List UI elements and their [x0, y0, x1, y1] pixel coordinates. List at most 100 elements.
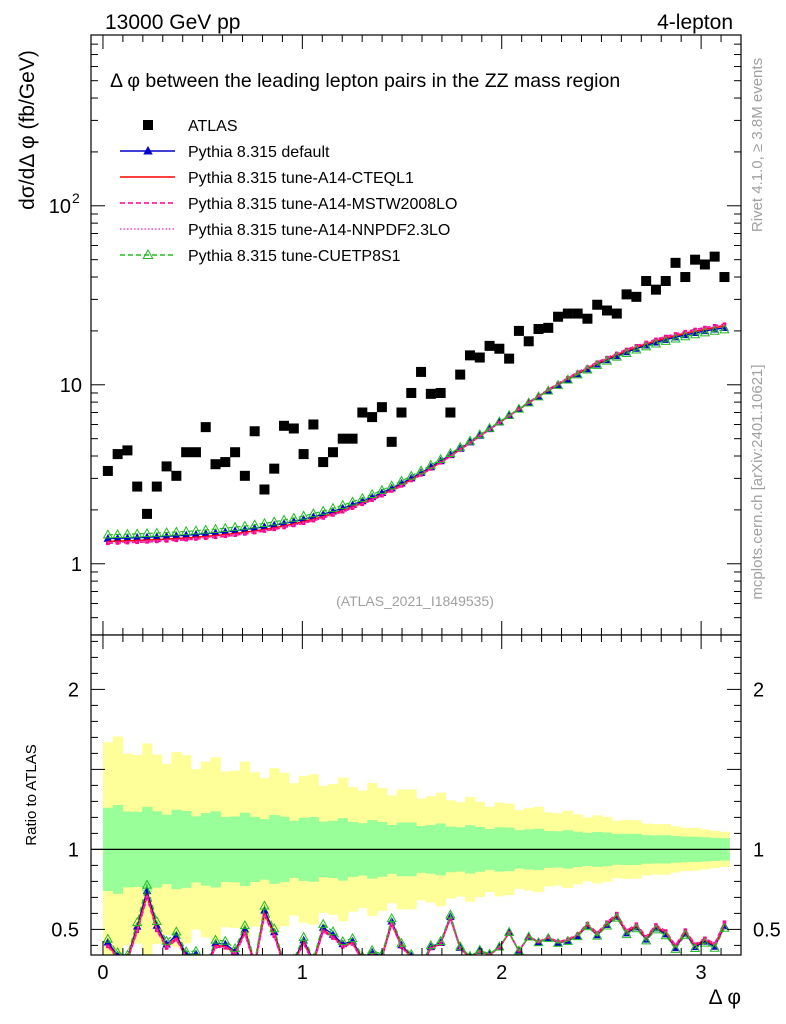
legend-label-nnpdf: Pythia 8.315 tune-A14-NNPDF2.3LO	[188, 222, 450, 239]
ratio-point-cuetp	[171, 926, 182, 936]
ratio-point-mstw	[164, 946, 169, 950]
mc-point-cuetp	[347, 496, 358, 506]
atlas-point	[562, 308, 573, 319]
mc-point-cuetp	[582, 364, 593, 374]
mc-point-cuetp	[641, 341, 652, 351]
ratio-point-cuetp	[709, 942, 720, 952]
mc-point-cuetp	[513, 403, 525, 413]
mc-point-cuetp	[464, 435, 476, 445]
mc-point-mstw	[605, 355, 609, 360]
mc-point-cuetp	[278, 514, 290, 524]
mc-point-mstw	[282, 525, 286, 530]
atlas-point	[190, 447, 201, 458]
atlas-point	[719, 272, 730, 283]
ratio-point-cuetp	[425, 939, 436, 950]
mc-point-cuetp	[210, 523, 221, 533]
mc-point-mstw	[154, 539, 159, 544]
legend-label-atlas: ATLAS	[188, 118, 238, 135]
atlas-point	[249, 426, 260, 437]
legend-label-mstw: Pythia 8.315 tune-A14-MSTW2008LO	[188, 196, 457, 213]
mc-point-cuetp	[611, 351, 622, 361]
mc-point-cuetp	[552, 379, 564, 389]
mc-point-cuetp	[288, 512, 299, 522]
ratio-point-mstw	[312, 961, 316, 965]
mc-point-cuetp	[366, 488, 378, 499]
ratio-point-cuetp	[298, 931, 309, 941]
ratio-point-cuetp	[485, 948, 494, 955]
ratio-point-cuetp	[533, 936, 544, 947]
atlas-point	[132, 481, 143, 492]
mc-point-mstw	[340, 509, 345, 514]
atlas-point	[425, 388, 436, 399]
ratio-point-mstw	[233, 952, 237, 955]
mc-point-mstw	[477, 434, 482, 439]
ratio-y-tick-label-right: 1	[753, 839, 764, 861]
ratio-point-default	[309, 956, 318, 964]
atlas-point	[279, 420, 290, 431]
atlas-point	[582, 313, 593, 324]
ratio-point-mstw	[419, 965, 423, 969]
ratio-y-tick-label-right: 0.5	[753, 919, 781, 941]
mc-point-cuetp	[229, 521, 241, 531]
analysis-id-label: (ATLAS_2021_I1849535)	[336, 593, 494, 609]
ratio-point-cuetp	[631, 923, 642, 933]
mc-point-mstw	[409, 478, 414, 483]
atlas-point	[308, 419, 319, 430]
ratio-point-mstw	[116, 957, 120, 961]
mc-point-mstw	[566, 375, 570, 380]
mc-point-cuetp	[455, 441, 466, 451]
ratio-point-mstw	[361, 958, 365, 962]
ratio-point-cuetp	[552, 937, 564, 947]
atlas-point	[112, 449, 123, 460]
atlas-point	[171, 470, 182, 481]
y-axis-title: dσ/dΔ φ (fb/GeV)	[16, 50, 39, 210]
ratio-point-cuetp	[582, 920, 593, 931]
legend-label-cteql1: Pythia 8.315 tune-A14-CTEQL1	[188, 170, 414, 187]
ratio-point-cuetp	[445, 909, 456, 919]
atlas-point	[474, 352, 485, 363]
ratio-point-cuetp	[190, 945, 202, 955]
x-tick-label: 0	[97, 962, 108, 984]
mc-point-cuetp	[592, 359, 603, 369]
ratio-point-default	[280, 959, 289, 967]
atlas-point	[543, 322, 554, 333]
atlas-point	[142, 508, 153, 519]
mc-point-cuetp	[298, 510, 309, 520]
ratio-point-cuetp	[670, 943, 681, 953]
mc-point-cuetp	[425, 459, 436, 469]
atlas-point	[230, 447, 241, 458]
mc-point-cuetp	[484, 422, 495, 432]
mc-point-cuetp	[650, 338, 662, 348]
mc-point-cuetp	[631, 344, 642, 354]
ratio-panel-ticks: 0 1 2 3 0.5 0.5 1 1 2 2	[51, 635, 781, 984]
atlas-point	[318, 457, 329, 468]
ratio-point-mstw	[194, 955, 198, 959]
mc-line-nnpdf	[107, 324, 725, 544]
atlas-point	[680, 272, 691, 283]
ratio-point-mstw	[380, 956, 384, 960]
mc-point-cuetp	[601, 355, 613, 365]
mc-point-mstw	[272, 527, 277, 532]
ratio-point-cuetp	[327, 926, 339, 936]
ratio-point-default	[221, 939, 230, 948]
ratio-point-cuetp	[318, 918, 329, 928]
mc-point-mstw	[419, 473, 423, 477]
mc-point-mstw	[223, 534, 228, 539]
ratio-point-cuetp	[650, 924, 662, 934]
mc-point-cuetp	[699, 327, 711, 337]
x-tick-label: 1	[297, 962, 308, 984]
atlas-point	[592, 299, 603, 310]
mc-point-mstw	[106, 541, 110, 546]
mc-point-cuetp	[670, 333, 681, 343]
mc-point-cuetp	[357, 492, 368, 502]
atlas-point	[660, 276, 671, 287]
mc-point-mstw	[174, 538, 179, 543]
ratio-point-cuetp	[239, 920, 251, 930]
atlas-point	[367, 412, 378, 423]
mc-point-mstw	[164, 539, 169, 543]
legend-marker-atlas	[143, 120, 153, 130]
mc-point-mstw	[115, 541, 120, 545]
atlas-point	[161, 461, 172, 472]
